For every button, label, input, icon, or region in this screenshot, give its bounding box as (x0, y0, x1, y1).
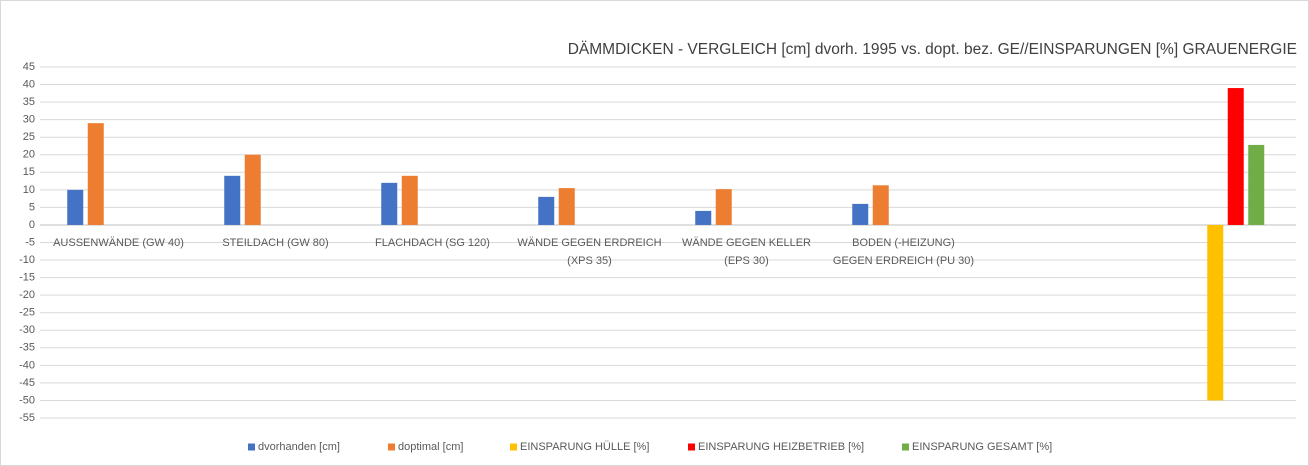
x-tick-label-line: (EPS 30) (724, 255, 769, 267)
y-tick-label: -50 (19, 394, 35, 406)
x-tick-label-line: WÄNDE GEGEN ERDREICH (517, 237, 661, 249)
legend-label: EINSPARUNG HEIZBETRIEB [%] (698, 441, 864, 453)
x-tick-label: STEILDACH (GW 80) (222, 237, 328, 249)
bar (67, 189, 84, 225)
legend-swatch (688, 443, 695, 451)
legend-swatch (902, 443, 909, 451)
y-tick-label: -30 (19, 324, 35, 336)
y-tick-label: 25 (23, 131, 35, 143)
bar (224, 175, 241, 225)
y-tick-label: 40 (23, 78, 35, 90)
x-tick-label: WÄNDE GEGEN KELLER (EPS 30) (682, 237, 811, 267)
y-tick-label: -10 (19, 254, 35, 266)
y-tick-label: 45 (23, 61, 35, 73)
bar (1227, 88, 1244, 225)
y-tick-label: 30 (23, 114, 35, 126)
y-tick-label: -15 (19, 272, 35, 284)
legend-swatch (248, 443, 255, 451)
x-tick-label-line: BODEN (-HEIZUNG) (852, 237, 955, 249)
x-tick-label-line: WÄNDE GEGEN KELLER (682, 237, 811, 249)
legend-label: dvorhanden [cm] (258, 441, 340, 453)
chart-title: DÄMMDICKEN - VERGLEICH [cm] dvorh. 1995 … (568, 41, 1297, 58)
legend-label: EINSPARUNG HÜLLE [%] (520, 441, 649, 453)
x-tick-label-line: (XPS 35) (567, 255, 612, 267)
bar (852, 203, 869, 225)
legend-swatch (510, 443, 517, 451)
y-tick-label: -25 (19, 307, 35, 319)
bar (872, 185, 889, 225)
legend-swatch (388, 443, 395, 451)
legend-label: EINSPARUNG GESAMT [%] (912, 441, 1052, 453)
y-tick-label: 20 (23, 149, 35, 161)
bar (1248, 144, 1265, 225)
y-tick-label: 0 (29, 219, 35, 231)
x-tick-label: BODEN (-HEIZUNG) GEGEN ERDREICH (PU 30) (833, 237, 974, 267)
y-tick-label: -55 (19, 412, 35, 424)
y-tick-label: 10 (23, 184, 35, 196)
bar (401, 175, 418, 225)
y-tick-label: -20 (19, 289, 35, 301)
bar (1207, 224, 1224, 401)
y-tick-label: -35 (19, 342, 35, 354)
y-tick-label: -5 (25, 236, 35, 248)
bar (538, 196, 555, 225)
bar (715, 189, 732, 225)
bar (558, 188, 575, 225)
legend-label: doptimal [cm] (398, 441, 463, 453)
bar (695, 210, 712, 225)
x-tick-label-line: GEGEN ERDREICH (PU 30) (833, 255, 974, 267)
x-tick-label: AUSSENWÄNDE (GW 40) (53, 237, 184, 249)
bar (87, 123, 104, 225)
y-tick-label: -40 (19, 359, 35, 371)
x-tick-label: WÄNDE GEGEN ERDREICH (XPS 35) (517, 237, 661, 267)
bar (381, 182, 398, 225)
y-tick-label: 5 (29, 201, 35, 213)
y-tick-label: 35 (23, 96, 35, 108)
bar (244, 154, 261, 225)
y-tick-label: 15 (23, 166, 35, 178)
x-tick-label: FLACHDACH (SG 120) (375, 237, 490, 249)
y-tick-label: -45 (19, 377, 35, 389)
